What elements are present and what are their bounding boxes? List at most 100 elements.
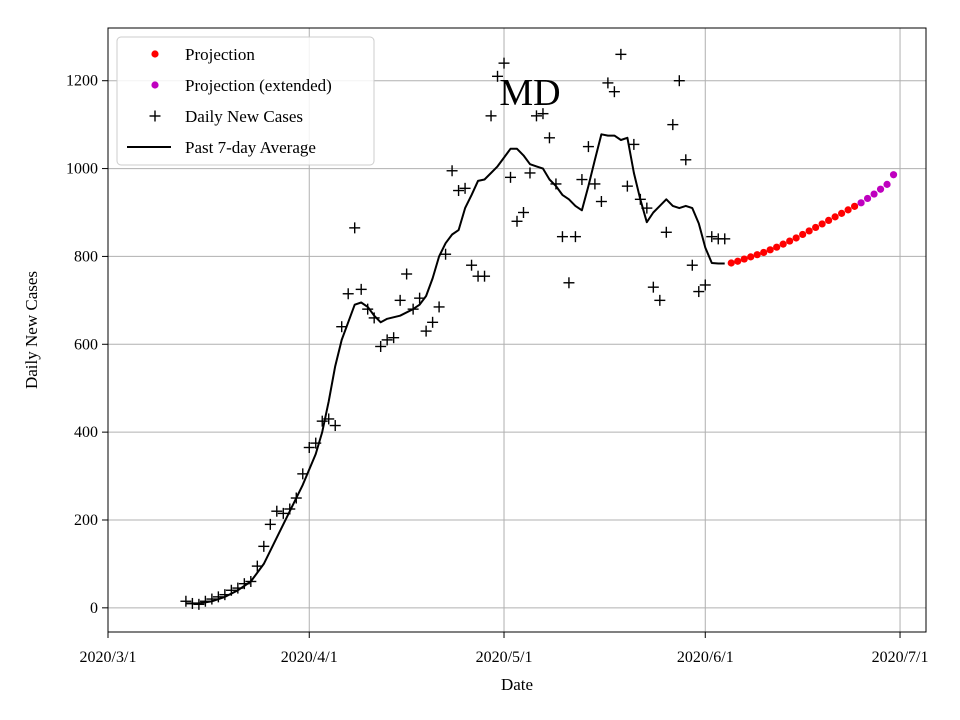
- projection-point: [838, 209, 846, 217]
- daily-new-cases-point: [680, 154, 692, 166]
- daily-new-cases-point: [699, 279, 711, 291]
- daily-new-cases-point: [407, 303, 419, 315]
- projection-point: [850, 202, 859, 210]
- daily-new-cases-point: [667, 119, 679, 131]
- daily-new-cases-point: [193, 598, 205, 610]
- y-tick-label: 400: [74, 424, 98, 441]
- projection-point: [844, 206, 852, 214]
- y-tick-label: 0: [90, 600, 98, 617]
- daily-new-cases-point: [485, 110, 497, 122]
- daily-new-cases-point: [582, 141, 594, 153]
- daily-new-cases-point: [427, 316, 439, 328]
- projection-point: [773, 243, 781, 251]
- daily-new-cases-point: [336, 321, 348, 333]
- projection-extended-point: [889, 171, 898, 179]
- daily-new-cases-point: [621, 180, 633, 192]
- y-axis-title: Daily New Cases: [22, 271, 41, 389]
- daily-new-cases-point: [433, 301, 445, 313]
- daily-new-cases-point: [310, 437, 322, 449]
- y-tick-label: 600: [74, 336, 98, 353]
- projection-point: [779, 240, 787, 248]
- daily-new-cases-point: [420, 325, 432, 337]
- daily-new-cases-point: [615, 48, 627, 60]
- daily-new-cases-point: [245, 575, 257, 587]
- legend-marker-dot: [151, 81, 159, 89]
- plot-area: [180, 48, 898, 610]
- y-tick-label: 200: [74, 512, 98, 529]
- daily-new-cases-point: [284, 503, 296, 515]
- x-axis-title: Date: [501, 675, 533, 694]
- projection-point: [792, 234, 800, 242]
- daily-new-cases-point: [290, 492, 302, 504]
- legend-label: Past 7-day Average: [185, 138, 316, 157]
- daily-new-cases-point: [628, 138, 640, 150]
- daily-new-cases-point: [342, 288, 354, 300]
- daily-new-cases-point: [673, 75, 685, 87]
- daily-new-cases-point: [381, 334, 393, 346]
- projection-point: [799, 230, 807, 239]
- axes-frame: [107, 27, 927, 633]
- daily-new-cases-point: [660, 226, 672, 238]
- daily-new-cases-point: [569, 231, 581, 243]
- daily-new-cases-point: [543, 132, 555, 144]
- projection-point: [818, 220, 826, 228]
- daily-new-cases-point: [517, 206, 529, 218]
- daily-new-cases-point: [556, 231, 568, 243]
- daily-new-cases-point: [355, 283, 367, 295]
- daily-new-cases-point: [686, 259, 698, 271]
- daily-new-cases-point: [654, 294, 666, 306]
- legend-label: Projection (extended): [185, 76, 332, 95]
- daily-new-cases-point: [595, 196, 607, 208]
- daily-new-cases-point: [537, 108, 549, 120]
- daily-new-cases-point: [368, 312, 380, 324]
- daily-new-cases-point: [453, 185, 465, 197]
- daily-new-cases-point: [589, 178, 601, 190]
- daily-new-cases-point: [693, 286, 705, 298]
- projection-point: [805, 227, 813, 235]
- legend-frame: [116, 36, 375, 166]
- daily-new-cases-point: [394, 294, 406, 306]
- projection-point: [831, 213, 839, 221]
- daily-new-cases-point: [511, 215, 523, 227]
- projection-point: [825, 216, 833, 225]
- daily-new-cases-point: [401, 268, 413, 280]
- daily-new-cases-point: [329, 420, 341, 432]
- ticks: 2020/3/1 2020/4/1 2020/5/1 2020/6/1 2020/7/1…: [66, 73, 928, 666]
- daily-new-cases-point: [719, 233, 731, 245]
- projection-extended-point: [863, 194, 872, 203]
- series-line-past-7-day-average: [185, 133, 725, 605]
- y-tick-label: 1200: [66, 73, 98, 90]
- projection-extended-point: [883, 180, 891, 188]
- x-tick-label: 2020/5/1: [476, 649, 533, 666]
- projection-point: [740, 255, 748, 263]
- daily-new-cases-point: [414, 292, 426, 304]
- projection-point: [766, 246, 774, 254]
- y-tick-label: 1000: [66, 161, 98, 178]
- daily-new-cases-point: [634, 193, 646, 205]
- daily-new-cases-point: [505, 171, 517, 183]
- daily-new-cases-point: [323, 413, 335, 425]
- daily-new-cases-point: [251, 560, 263, 572]
- daily-new-cases-point: [550, 178, 562, 190]
- y-tick-label: 800: [74, 248, 98, 265]
- daily-new-cases-point: [440, 248, 452, 260]
- daily-new-cases-point: [186, 597, 198, 609]
- daily-new-cases-point: [238, 578, 250, 590]
- x-tick-label: 2020/4/1: [281, 649, 338, 666]
- daily-new-cases-point: [180, 595, 192, 607]
- daily-new-cases-point: [608, 86, 620, 98]
- daily-new-cases-point: [706, 231, 718, 243]
- projection-point: [812, 223, 820, 232]
- projection-point: [786, 237, 794, 245]
- daily-new-cases-point: [647, 281, 659, 293]
- projection-point: [760, 248, 768, 257]
- legend: Projection Projection (extended) Daily New…: [116, 36, 375, 166]
- daily-new-cases-point: [576, 174, 588, 186]
- daily-new-cases-point: [563, 277, 575, 289]
- daily-new-cases-point: [303, 442, 315, 454]
- projection-point: [734, 257, 742, 265]
- daily-new-cases-point: [466, 259, 478, 271]
- daily-new-cases-point: [271, 505, 283, 517]
- daily-new-cases-point: [524, 167, 536, 179]
